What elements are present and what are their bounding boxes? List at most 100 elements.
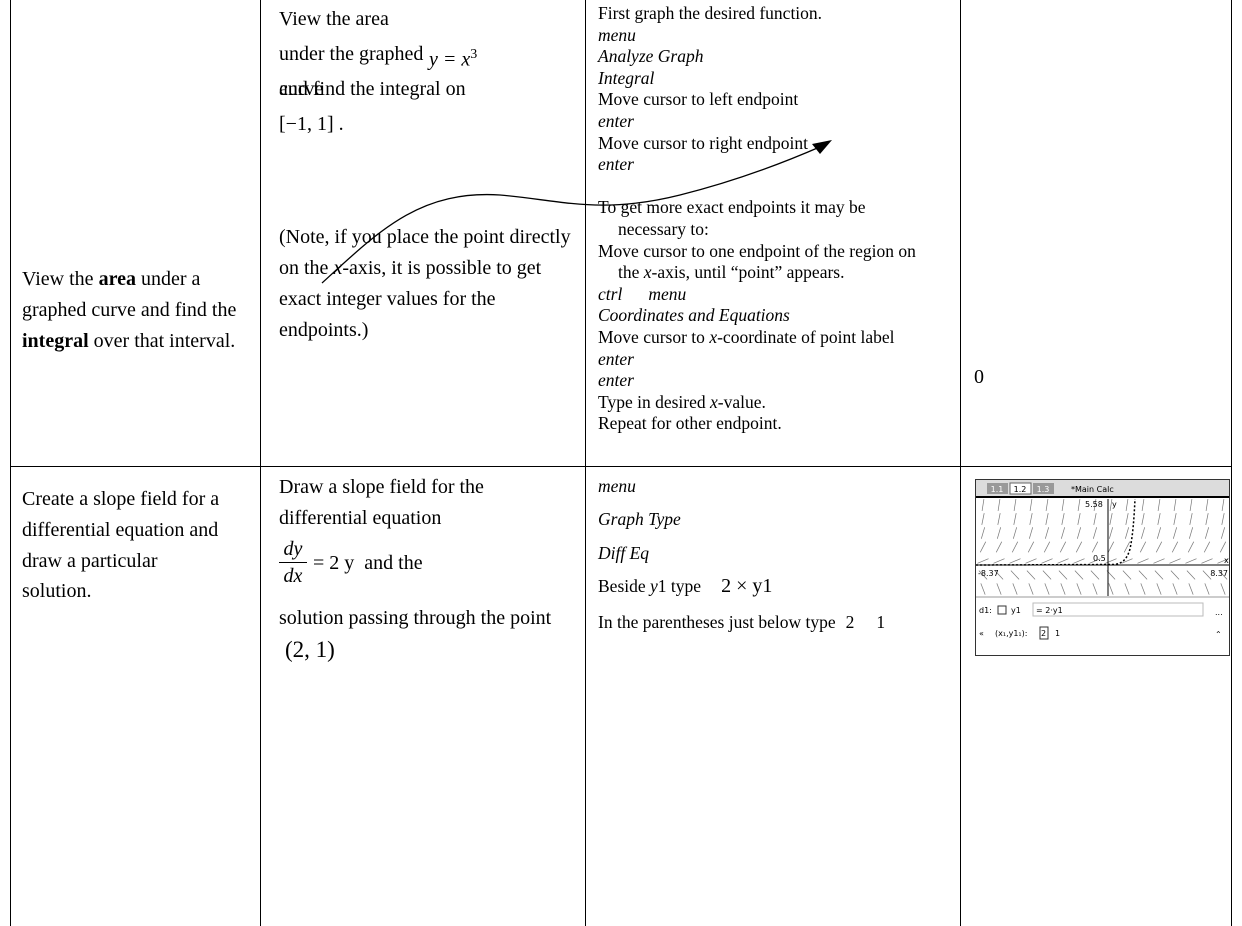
slope-field: [977, 499, 1229, 595]
text: enter: [598, 348, 634, 369]
document-name[interactable]: *Main Calc: [1071, 485, 1114, 494]
slope-segment: [1077, 499, 1081, 511]
step: Type in desired x-value.: [598, 392, 953, 414]
step: Move cursor to x-coordinate of point lab…: [598, 327, 918, 349]
slope-segment: [1105, 558, 1117, 564]
slope-segment: [1141, 499, 1145, 511]
slope-segment: [1090, 570, 1100, 580]
x0[interactable]: 2: [1041, 629, 1046, 638]
step: In the parentheses just below type 2 1: [598, 611, 898, 633]
slope-segment: [1203, 541, 1211, 553]
slope-segment: [1153, 558, 1165, 564]
slope-segment: [1189, 513, 1193, 525]
text: x: [710, 391, 718, 412]
slope-segment: [978, 570, 988, 580]
text: and the: [364, 552, 423, 574]
slope-segment: [993, 558, 1005, 564]
text: View the: [22, 268, 99, 290]
slope-segment: [996, 583, 1002, 595]
slope-segment: [1173, 499, 1177, 511]
slope-segment: [1204, 527, 1210, 539]
text: Analyze Graph: [598, 46, 704, 67]
slope-segment: [1109, 513, 1113, 525]
slope-segment: [1045, 499, 1049, 511]
slope-segment: [1060, 583, 1066, 595]
slope-segment: [1220, 527, 1226, 539]
step: To get more exact endpoints it may be ne…: [598, 197, 866, 239]
slope-segment: [1219, 541, 1227, 553]
step: Move cursor to left endpoint: [598, 89, 799, 110]
slope-segment: [1074, 570, 1084, 580]
slope-segment: [1220, 583, 1226, 595]
slope-segment: [1205, 513, 1209, 525]
tab[interactable]: 1.2: [1014, 485, 1027, 494]
text: menu: [598, 476, 636, 496]
slope-segment: [1157, 513, 1161, 525]
slope-segment: [1138, 570, 1148, 580]
tab[interactable]: 1.3: [1037, 485, 1050, 494]
slope-segment: [1012, 527, 1018, 539]
slope-segment: [1057, 558, 1069, 564]
step: Move cursor to right endpoint: [598, 132, 808, 153]
slope-segment: [1186, 570, 1196, 580]
definition[interactable]: = 2·y1: [1036, 606, 1063, 615]
slope-segment: [1058, 570, 1068, 580]
slope-segment: [1172, 583, 1178, 595]
slope-segment: [1077, 513, 1081, 525]
border: [1231, 0, 1232, 926]
hand-drawn-arrow: [321, 140, 832, 284]
text: [−1, 1] .: [279, 113, 344, 135]
border: [10, 466, 1232, 467]
slope-segment: [1156, 583, 1162, 595]
point: (2, 1): [285, 637, 335, 662]
text: and find the integral on: [279, 78, 466, 100]
text: In the parentheses just below type: [598, 612, 836, 632]
step: First graph the desired function.: [598, 3, 823, 23]
axis-label: y: [1112, 500, 1117, 509]
more-button[interactable]: ...: [1215, 608, 1223, 617]
slope-segment: [1075, 541, 1083, 553]
slope-segment: [1109, 499, 1113, 511]
slope-segment: [1108, 527, 1114, 539]
step: menu: [598, 476, 636, 497]
nav[interactable]: «: [979, 629, 984, 638]
slope-segment: [1061, 499, 1065, 511]
slope-segment: [1205, 499, 1209, 511]
text: -axis, until “point” appears.: [651, 262, 845, 283]
text: y: [650, 576, 658, 596]
slope-segment: [1155, 541, 1163, 553]
slope-segment: [980, 583, 986, 595]
numerator: dy: [279, 536, 307, 563]
step: enter: [598, 349, 953, 371]
slope-segment: [994, 570, 1004, 580]
text: enter: [598, 110, 634, 131]
slope-segment: [1204, 583, 1210, 595]
function-name: y1: [1011, 606, 1021, 615]
tab[interactable]: 1.1: [991, 485, 1004, 494]
denominator: dx: [283, 565, 303, 587]
initial-label: (x₁,y1₁):: [995, 629, 1027, 638]
slope-segment: [1107, 541, 1115, 553]
slope-segment: [1026, 570, 1036, 580]
slope-segment: [1218, 570, 1228, 580]
slope-segment: [1011, 541, 1019, 553]
text: integral: [22, 330, 89, 352]
math: y = x3: [429, 37, 477, 78]
equation: = 2 y: [313, 552, 355, 574]
slope-segment: [1027, 541, 1035, 553]
text: enter: [598, 370, 634, 391]
slope-segment: [1012, 583, 1018, 595]
example-cell: View the area under the graphed curve y …: [279, 2, 579, 341]
collapse[interactable]: ⌃: [1215, 630, 1222, 639]
slope-segment: [1060, 527, 1066, 539]
slope-segment: [996, 527, 1002, 539]
y0[interactable]: 1: [1055, 629, 1060, 638]
slope-segment: [1202, 570, 1212, 580]
slope-segment: [1093, 499, 1097, 511]
x-min: -8.37: [978, 569, 999, 578]
slope-segment: [1169, 558, 1181, 564]
slope-segment: [980, 527, 986, 539]
slope-segment: [1154, 570, 1164, 580]
slope-segment: [1188, 527, 1194, 539]
